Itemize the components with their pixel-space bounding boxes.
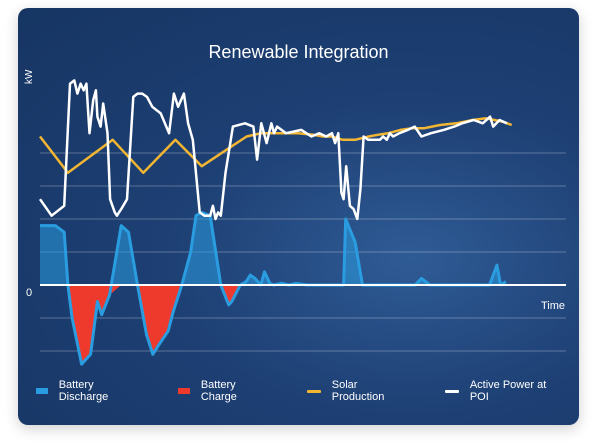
legend-swatch-active-power-poi xyxy=(445,389,459,393)
legend-swatch-battery-discharge xyxy=(36,388,48,394)
battery-series-line xyxy=(40,210,507,366)
legend-item-battery-charge: Battery Charge xyxy=(178,379,273,403)
legend-swatch-solar-production xyxy=(307,389,321,393)
x-axis-label: Time xyxy=(541,300,566,312)
legend-label-solar-production: Solar Production xyxy=(331,379,385,403)
chart-card: Renewable Integration kW 0 Time Battery … xyxy=(18,8,579,425)
active-power-poi-line xyxy=(38,79,508,221)
chart-title: Renewable Integration xyxy=(208,42,389,62)
battery-charge-area xyxy=(40,285,506,365)
legend-item-battery-discharge: Battery Discharge xyxy=(36,379,144,403)
legend-label-battery-charge: Battery Charge xyxy=(200,379,237,403)
battery-discharge-area xyxy=(40,212,506,285)
legend-label-active-power-poi: Active Power at POI xyxy=(469,379,547,403)
y-zero-tick-label: 0 xyxy=(26,287,33,299)
legend-swatch-battery-charge xyxy=(178,388,190,394)
legend-item-solar-production: Solar Production xyxy=(307,379,411,403)
legend-label-battery-discharge: Battery Discharge xyxy=(58,379,109,403)
chart-legend: Battery Discharge Battery Charge Solar P… xyxy=(36,379,566,403)
chart-plot-area xyxy=(38,79,566,366)
legend-item-active-power-poi: Active Power at POI xyxy=(445,379,566,403)
